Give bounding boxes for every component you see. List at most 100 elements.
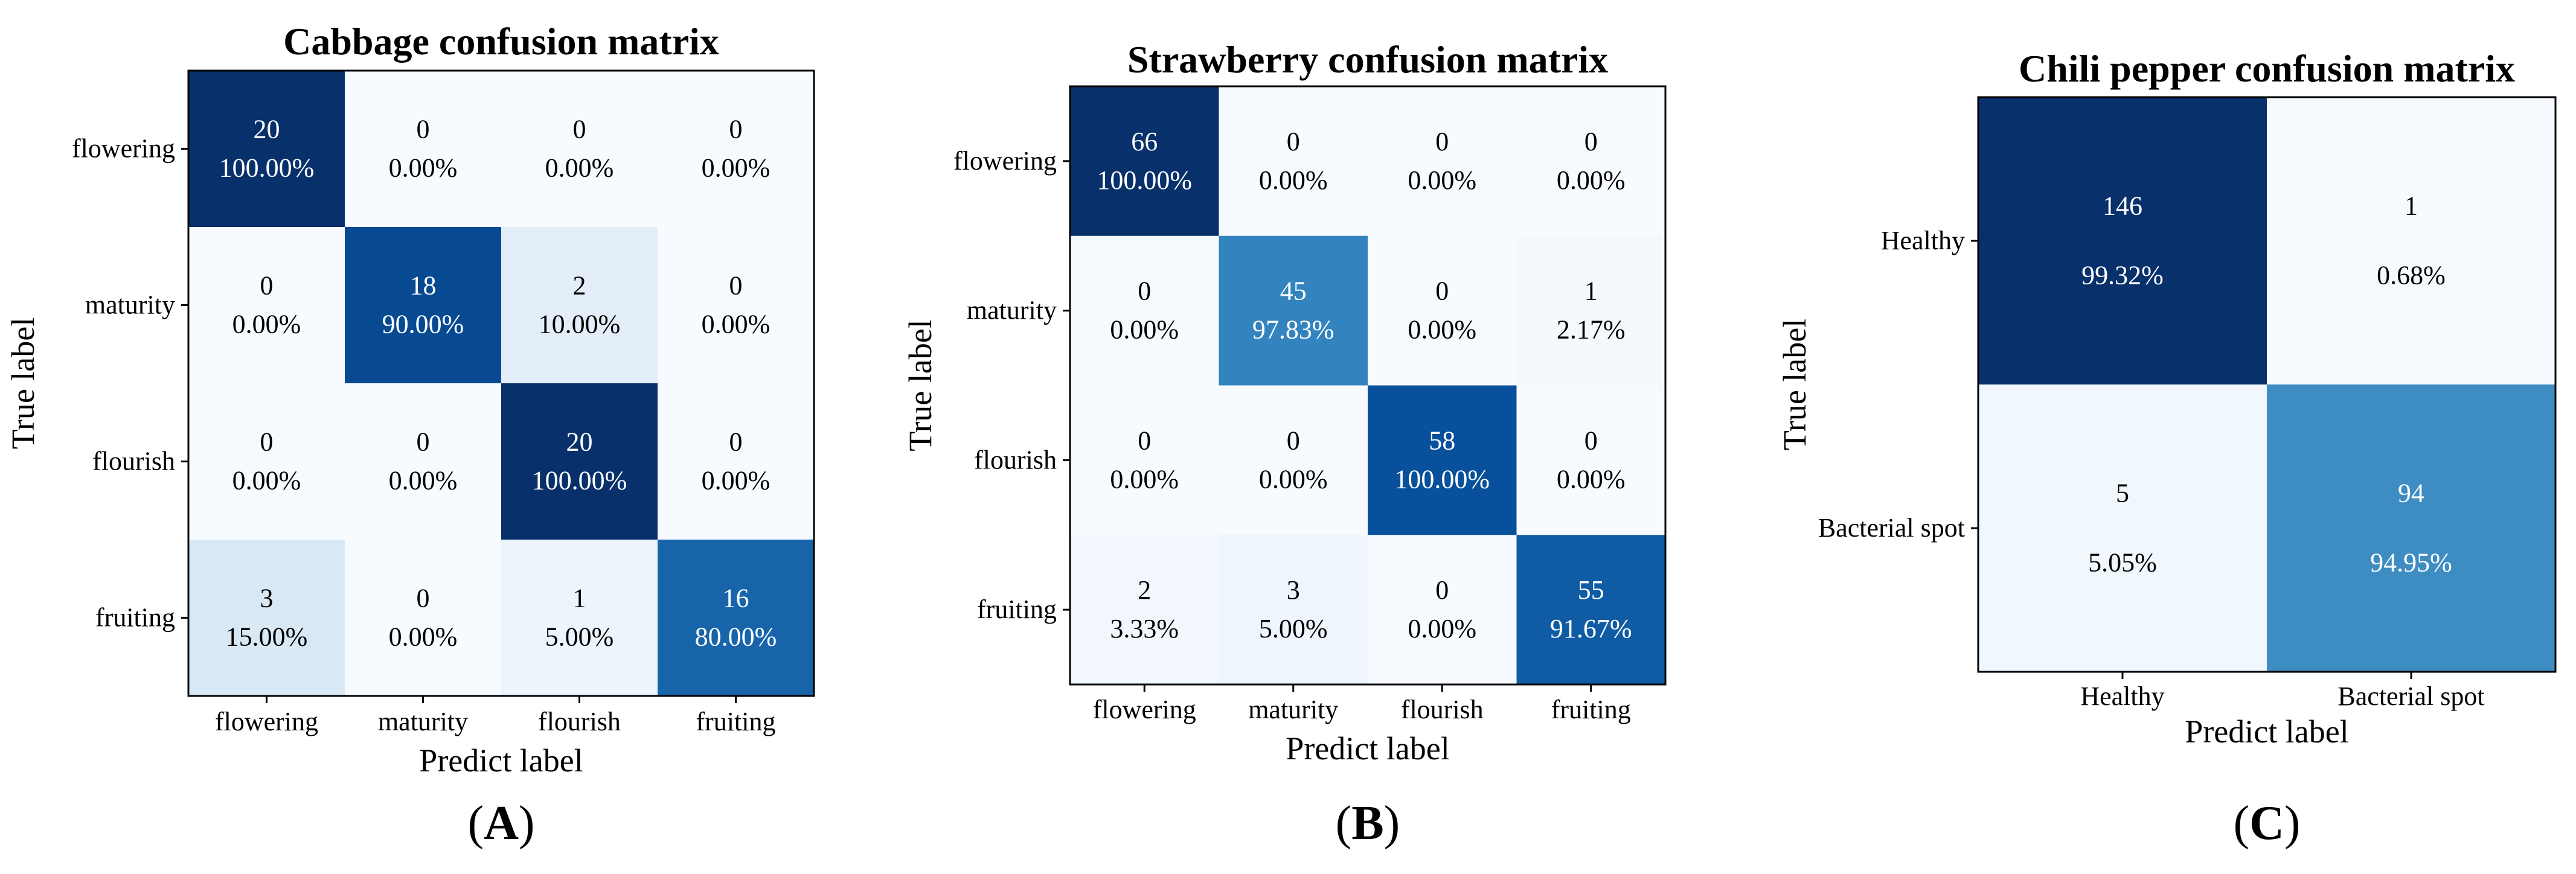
panel-a: Cabbage confusion matrix20100.00%00.00%0… [5, 20, 815, 850]
matrix-cell [658, 540, 815, 697]
cell-percent: 0.00% [1557, 464, 1626, 494]
y-tick-label: Bacterial spot [1818, 513, 1965, 543]
y-tick-label: fruiting [95, 603, 175, 633]
cell-percent: 0.00% [702, 466, 771, 496]
y-tick-label: Healthy [1881, 226, 1965, 255]
y-tick-label: flourish [92, 447, 175, 476]
x-tick-label: fruiting [696, 707, 776, 736]
cell-count: 0 [417, 115, 430, 144]
cell-percent: 97.83% [1252, 315, 1334, 345]
cell-percent: 5.00% [545, 622, 614, 652]
cell-percent: 3.33% [1110, 614, 1179, 643]
cell-percent: 100.00% [532, 466, 627, 496]
cell-count: 0 [729, 427, 743, 457]
cell-count: 2 [1138, 575, 1151, 605]
chart-title: Strawberry confusion matrix [1127, 38, 1608, 81]
y-tick-label: maturity [967, 296, 1057, 325]
cell-percent: 90.00% [382, 310, 464, 339]
cell-percent: 0.00% [1110, 315, 1179, 345]
x-axis-label: Predict label [419, 742, 583, 779]
cell-count: 18 [410, 271, 437, 301]
cell-count: 0 [1584, 426, 1598, 455]
cell-percent: 99.32% [2081, 261, 2164, 290]
matrix-cell [345, 540, 502, 697]
cell-count: 0 [1138, 426, 1151, 455]
matrix-cell [1219, 235, 1368, 386]
cell-count: 3 [1287, 575, 1300, 605]
matrix-cell [1070, 235, 1220, 386]
cell-count: 0 [729, 115, 743, 144]
matrix-cell [1516, 385, 1666, 535]
cell-count: 0 [729, 271, 743, 301]
cell-percent: 5.00% [1259, 614, 1328, 643]
matrix-cell [1368, 535, 1517, 685]
cell-count: 0 [573, 115, 586, 144]
matrix-cell [658, 71, 815, 228]
x-tick-label: maturity [1248, 695, 1338, 724]
chart-title: Cabbage confusion matrix [283, 20, 719, 63]
y-axis-label: True label [1777, 319, 1813, 450]
chart-title: Chili pepper confusion matrix [2019, 47, 2515, 90]
matrix-cell [345, 383, 502, 540]
matrix-cell [1978, 384, 2267, 672]
cell-percent: 0.00% [1259, 464, 1328, 494]
panel-label: (C) [2233, 797, 2300, 850]
matrix-cell [658, 383, 815, 540]
matrix-frame [1069, 85, 1667, 686]
x-tick-label: Healthy [2080, 681, 2164, 711]
panel-label: (A) [467, 797, 534, 850]
panel-b: Strawberry confusion matrix 66 100.00% 0 0.0… [902, 38, 1667, 850]
matrix-cell [2267, 384, 2556, 672]
cell-count: 2 [573, 271, 586, 301]
matrix-cell [345, 71, 502, 228]
cell-percent: 0.00% [702, 310, 771, 339]
cell-count: 1 [573, 584, 586, 613]
cell-percent: 0.68% [2377, 261, 2446, 290]
cell-percent: 0.00% [389, 466, 458, 496]
matrix-cell [501, 540, 658, 697]
matrix-frame [187, 69, 815, 697]
matrix-cell [1070, 535, 1220, 685]
y-axis-label: True label [5, 317, 41, 449]
matrix-cell [1219, 86, 1368, 237]
cell-percent: 0.00% [1259, 165, 1328, 195]
matrix-cell [2267, 97, 2556, 385]
cell-count: 0 [260, 427, 274, 457]
x-axis-label: Predict label [1286, 730, 1449, 767]
cell-count: 45 [1280, 276, 1307, 306]
cell-count: 0 [1287, 426, 1300, 455]
x-tick-label: fruiting [1551, 695, 1631, 724]
matrix-cell [345, 227, 502, 384]
cell-percent: 91.67% [1550, 614, 1632, 643]
cell-percent: 0.00% [1408, 315, 1476, 345]
cell-percent: 5.05% [2088, 548, 2157, 578]
y-tick-label: flourish [974, 445, 1057, 474]
panel-label: (B) [1336, 797, 1400, 850]
cell-count: 0 [1287, 127, 1300, 156]
matrix-frame [1977, 96, 2557, 673]
matrix-cell [188, 383, 345, 540]
cell-count: 146 [2103, 191, 2142, 221]
cell-count: 0 [1435, 276, 1449, 306]
cell-count: 20 [254, 115, 280, 144]
cell-count: 20 [566, 427, 593, 457]
matrix-cell [1978, 97, 2267, 385]
cell-count: 16 [723, 584, 749, 613]
cell-percent: 100.00% [219, 153, 315, 183]
matrix-cell [188, 540, 345, 697]
matrix-cell [1219, 535, 1368, 685]
cell-percent: 0.00% [389, 622, 458, 652]
cell-count: 1 [2405, 191, 2418, 221]
cell-percent: 0.00% [232, 310, 301, 339]
cell-count: 0 [417, 584, 430, 613]
cell-count: 0 [1435, 575, 1449, 605]
cell-count: 0 [1435, 127, 1449, 156]
matrix-cell [1516, 86, 1666, 237]
cell-count: 66 [1131, 127, 1158, 156]
cell-percent: 100.00% [1394, 464, 1490, 494]
cell-percent: 0.00% [389, 153, 458, 183]
matrix-cell [1516, 235, 1666, 386]
cell-percent: 15.00% [226, 622, 308, 652]
cell-percent: 10.00% [539, 310, 621, 339]
